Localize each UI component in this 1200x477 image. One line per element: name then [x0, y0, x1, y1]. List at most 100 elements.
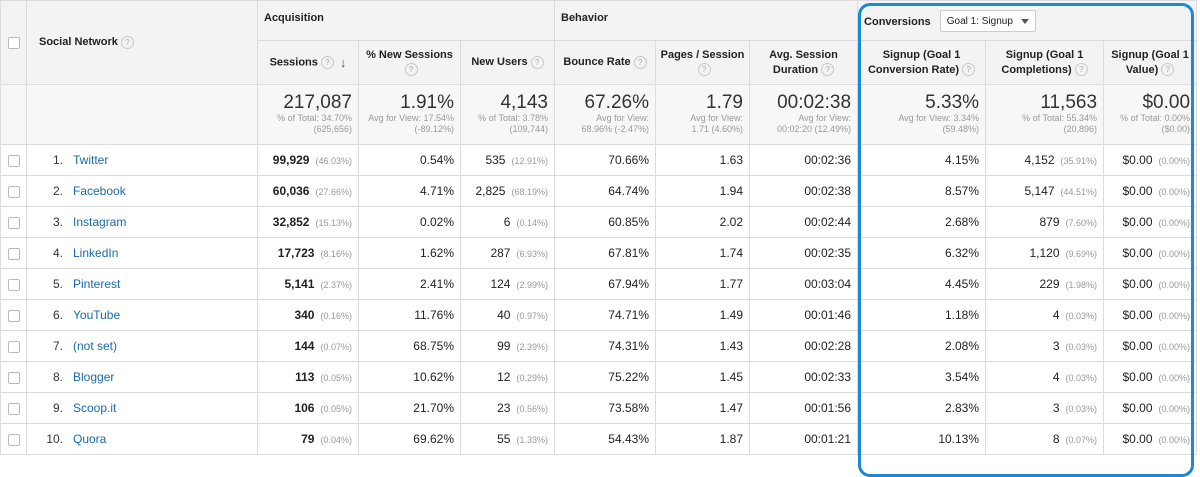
new-sessions-cell: 1.62% [358, 237, 461, 269]
total-completions: 11,563% of Total: 55.34% (20,896) [985, 84, 1105, 145]
table-row: 1. Twitter 99,929 (46.03%) 0.54% 535 (12.91%) 7… [0, 144, 1198, 176]
row-checkbox[interactable] [7, 278, 20, 291]
totals-row: 217,087% of Total: 34.70% (625,656) 1.91%… [0, 84, 1198, 145]
row-checkbox[interactable] [7, 247, 20, 260]
avg-duration-cell: 00:02:28 [748, 330, 859, 362]
row-rank: 10. [46, 432, 63, 446]
help-icon[interactable]: ? [697, 63, 711, 77]
conversions-group: Conversions Goal 1: Signup [857, 0, 1198, 41]
new-users-cell: 55 (1.33%) [460, 423, 555, 455]
social-network-link[interactable]: Blogger [73, 370, 115, 384]
completions-cell: 4 (0.03%) [985, 299, 1105, 331]
help-icon[interactable]: ? [1161, 63, 1175, 77]
select-all-checkbox[interactable] [7, 36, 20, 49]
table-row: 6. YouTube 340 (0.16%) 11.76% 40 (0.97%) 74.71%… [0, 299, 1198, 331]
conv-rate-cell: 1.18% [857, 299, 987, 331]
help-icon[interactable]: ? [120, 35, 134, 49]
completions-cell: 3 (0.03%) [985, 330, 1105, 362]
social-network-link[interactable]: Instagram [73, 215, 127, 229]
social-network-link[interactable]: Twitter [73, 153, 109, 167]
chevron-down-icon [1020, 18, 1029, 24]
avg-duration-cell: 00:01:46 [748, 299, 859, 331]
avg-duration-cell: 00:02:44 [748, 206, 859, 238]
social-network-link[interactable]: Facebook [73, 184, 126, 198]
pages-session-cell: 1.43 [655, 330, 750, 362]
social-network-link[interactable]: YouTube [73, 308, 121, 322]
value-cell: $0.00 (0.00%) [1103, 206, 1198, 238]
conv-rate-cell: 2.83% [857, 392, 987, 424]
row-checkbox[interactable] [7, 371, 20, 384]
social-network-link[interactable]: Quora [73, 432, 107, 446]
pages-session-header[interactable]: Pages / Session? [655, 40, 750, 85]
help-icon[interactable]: ? [530, 55, 544, 69]
new-users-cell: 535 (12.91%) [460, 144, 555, 176]
conv-rate-cell: 2.08% [857, 330, 987, 362]
table-row: 2. Facebook 60,036 (27.66%) 4.71% 2,825 (68.19… [0, 175, 1198, 207]
row-checkbox[interactable] [7, 216, 20, 229]
row-checkbox[interactable] [7, 309, 20, 322]
help-icon[interactable]: ? [320, 55, 334, 69]
help-icon[interactable]: ? [1074, 63, 1088, 77]
conv-rate-header[interactable]: Signup (Goal 1 Conversion Rate)? [857, 40, 987, 85]
value-header[interactable]: Signup (Goal 1 Value)? [1103, 40, 1198, 85]
pages-session-cell: 1.87 [655, 423, 750, 455]
completions-header[interactable]: Signup (Goal 1 Completions)? [985, 40, 1105, 85]
report-table: Social Network? Acquisition Behavior Con… [0, 0, 1198, 455]
avg-duration-cell: 00:02:33 [748, 361, 859, 393]
conv-rate-cell: 3.54% [857, 361, 987, 393]
sessions-cell: 5,141 (2.37%) [257, 268, 359, 300]
help-icon[interactable]: ? [404, 63, 418, 77]
avg-duration-cell: 00:02:35 [748, 237, 859, 269]
total-bounce-rate: 67.26% Avg for View: 68.96% (-2.47%) [554, 84, 656, 145]
pages-session-cell: 1.47 [655, 392, 750, 424]
total-new-sessions: 1.91% Avg for View: 17.54% (-89.12%) [358, 84, 461, 145]
sort-descending-icon[interactable]: ↓ [339, 54, 347, 70]
completions-cell: 1,120 (9.69%) [985, 237, 1105, 269]
row-rank: 2. [52, 184, 63, 198]
social-network-link[interactable]: LinkedIn [73, 246, 119, 260]
total-avg-duration: 00:02:38 Avg for View: 00:02:20 (12.49%) [748, 84, 859, 145]
avg-duration-cell: 00:01:56 [748, 392, 859, 424]
completions-cell: 4 (0.03%) [985, 361, 1105, 393]
bounce-rate-cell: 54.43% [554, 423, 656, 455]
social-network-link[interactable]: (not set) [73, 339, 118, 353]
new-users-header[interactable]: New Users? [460, 40, 555, 85]
completions-cell: 5,147 (44.51%) [985, 175, 1105, 207]
new-sessions-cell: 4.71% [358, 175, 461, 207]
table-row: 5. Pinterest 5,141 (2.37%) 2.41% 124 (2.99%) 67… [0, 268, 1198, 300]
row-rank: 3. [52, 215, 63, 229]
pages-session-cell: 1.74 [655, 237, 750, 269]
value-cell: $0.00 (0.00%) [1103, 330, 1198, 362]
help-icon[interactable]: ? [633, 55, 647, 69]
new-sessions-header[interactable]: % New Sessions? [358, 40, 461, 85]
row-checkbox[interactable] [7, 433, 20, 446]
pages-session-cell: 1.94 [655, 175, 750, 207]
help-icon[interactable]: ? [962, 63, 976, 77]
new-sessions-cell: 21.70% [358, 392, 461, 424]
bounce-rate-header[interactable]: Bounce Rate? [554, 40, 656, 85]
total-value: $0.00% of Total: 0.00% ($0.00) [1103, 84, 1198, 145]
table-row: 9. Scoop.it 106 (0.05%) 21.70% 23 (0.56%) 73.58… [0, 392, 1198, 424]
row-rank: 9. [52, 401, 63, 415]
sessions-header[interactable]: Sessions? ↓ [257, 40, 359, 85]
value-cell: $0.00 (0.00%) [1103, 268, 1198, 300]
social-network-link[interactable]: Scoop.it [73, 401, 117, 415]
row-rank: 1. [52, 153, 63, 167]
row-checkbox[interactable] [7, 154, 20, 167]
avg-duration-cell: 00:02:38 [748, 175, 859, 207]
goal-dropdown[interactable]: Goal 1: Signup [939, 10, 1036, 32]
sessions-cell: 17,723 (8.16%) [257, 237, 359, 269]
table-row: 3. Instagram 32,852 (15.13%) 0.02% 6 (0.14%) 60… [0, 206, 1198, 238]
row-checkbox[interactable] [7, 402, 20, 415]
row-checkbox[interactable] [7, 185, 20, 198]
help-icon[interactable]: ? [821, 63, 835, 77]
avg-duration-header[interactable]: Avg. Session Duration? [748, 40, 859, 85]
social-network-header[interactable]: Social Network? [26, 0, 258, 85]
new-users-cell: 99 (2.39%) [460, 330, 555, 362]
row-checkbox[interactable] [7, 340, 20, 353]
completions-cell: 3 (0.03%) [985, 392, 1105, 424]
social-network-link[interactable]: Pinterest [73, 277, 121, 291]
bounce-rate-cell: 67.94% [554, 268, 656, 300]
pages-session-cell: 2.02 [655, 206, 750, 238]
total-sessions: 217,087% of Total: 34.70% (625,656) [257, 84, 359, 145]
